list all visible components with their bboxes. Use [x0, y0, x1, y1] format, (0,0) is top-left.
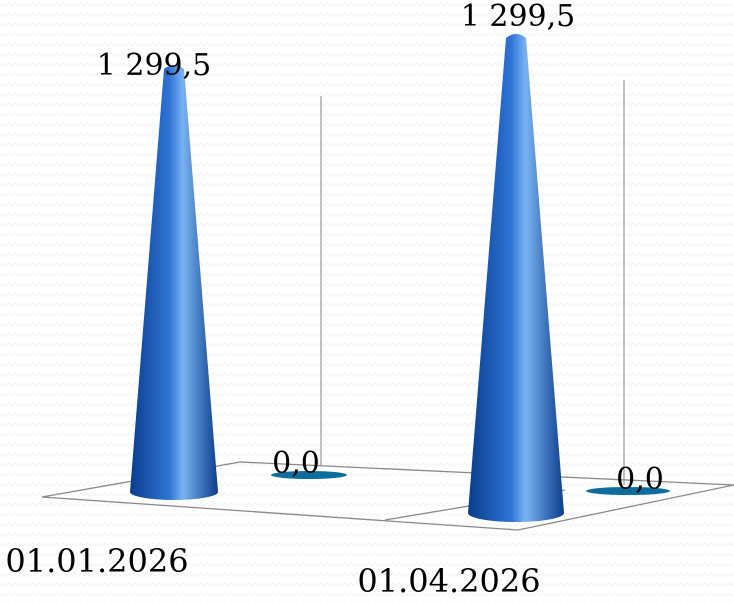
floor-front-edge [41, 496, 519, 531]
plot-area: 1 299,5 1 299,5 0,0 0,0 [97, 0, 670, 522]
data-label: 0,0 [272, 446, 320, 481]
data-label: 1 299,5 [97, 48, 212, 83]
x-tick-label: 01.01.2026 [5, 542, 188, 580]
flat-cone-bar [586, 487, 670, 495]
floor-right-edge [517, 484, 734, 531]
data-label: 1 299,5 [461, 0, 576, 34]
flat-cone-bar [271, 471, 347, 479]
cone-bar [130, 65, 218, 500]
cone-bar [468, 34, 564, 522]
x-axis-labels: 01.01.2026 01.04.2026 [5, 542, 540, 600]
x-tick-label: 01.04.2026 [357, 562, 540, 600]
data-label: 0,0 [616, 462, 664, 497]
